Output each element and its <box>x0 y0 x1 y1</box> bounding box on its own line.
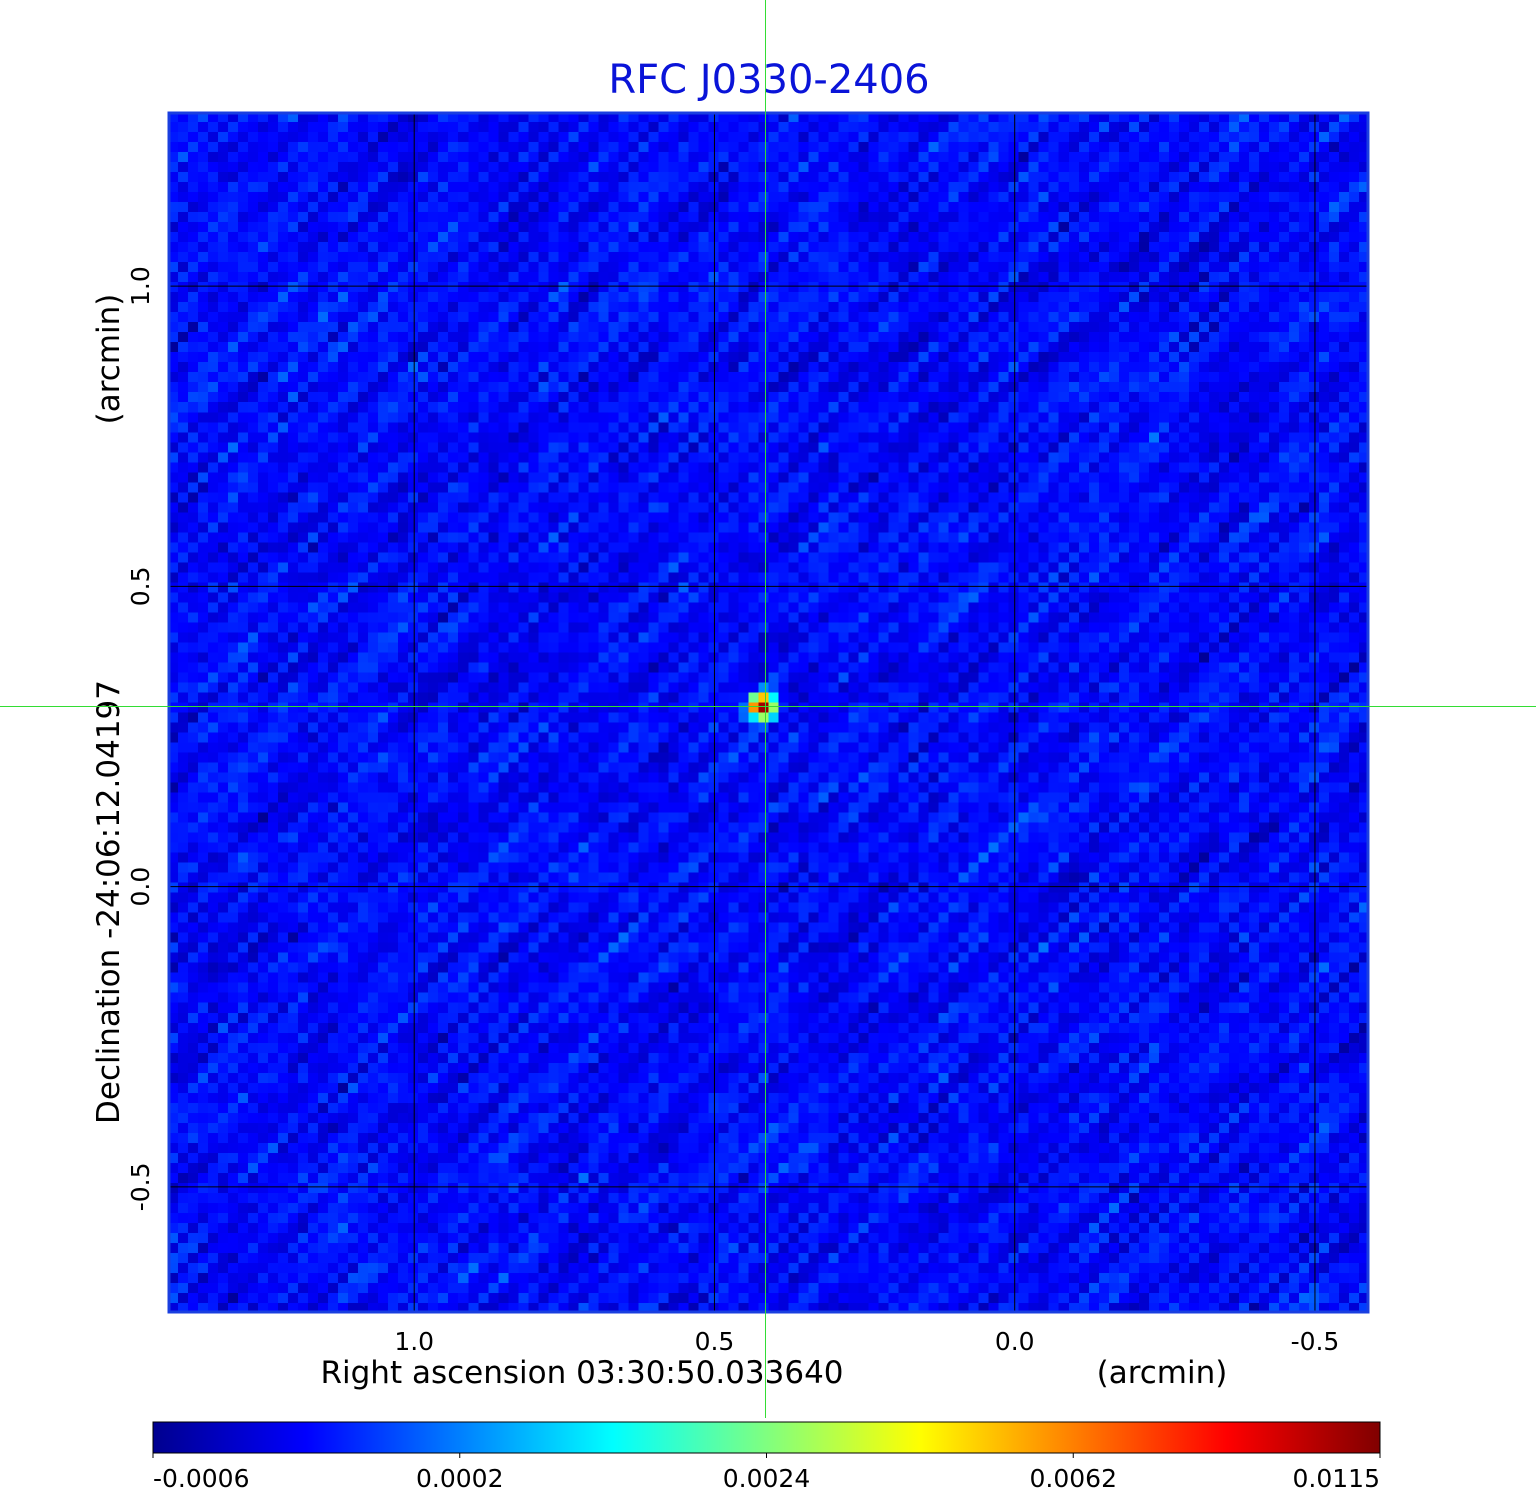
heatmap-image <box>168 112 1369 1313</box>
y-tick-label: 0.5 <box>126 567 155 607</box>
crosshair <box>0 0 1536 1418</box>
x-axis-label: Right ascension 03:30:50.033640 <box>320 1355 843 1391</box>
colorbar-tick-label: 0.0024 <box>723 1464 810 1493</box>
colorbar-tick-labels: -0.0006 0.0002 0.0024 0.0062 0.0115 <box>152 1453 1381 1493</box>
y-tick-label: 0.0 <box>126 867 155 907</box>
y-tick-labels: 1.0 0.5 0.0 -0.5 <box>126 266 155 1211</box>
plot-area <box>167 111 1370 1314</box>
colorbar <box>152 1421 1381 1454</box>
grid-lines <box>168 112 1369 1313</box>
colorbar-tick-label: 0.0115 <box>1293 1464 1380 1493</box>
plot-frame <box>167 111 1370 1314</box>
colorbar-tick-label: -0.0006 <box>153 1464 250 1493</box>
x-tick-label: 0.0 <box>995 1327 1035 1356</box>
chart-title: RFC J0330-2406 <box>608 57 929 103</box>
y-tick-label: -0.5 <box>126 1163 155 1212</box>
x-axis-unit: (arcmin) <box>1097 1355 1228 1391</box>
y-tick-label: 1.0 <box>126 266 155 306</box>
colorbar-tick-label: 0.0062 <box>1030 1464 1117 1493</box>
y-axis-label: Declination -24:06:12.04197 <box>91 680 127 1124</box>
y-axis-unit: (arcmin) <box>91 294 127 425</box>
x-tick-label: -0.5 <box>1291 1327 1340 1356</box>
colorbar-tick-label: 0.0002 <box>416 1464 503 1493</box>
x-tick-label: 1.0 <box>394 1327 434 1356</box>
x-tick-labels: 1.0 0.5 0.0 -0.5 <box>394 1327 1339 1356</box>
x-tick-label: 0.5 <box>695 1327 735 1356</box>
